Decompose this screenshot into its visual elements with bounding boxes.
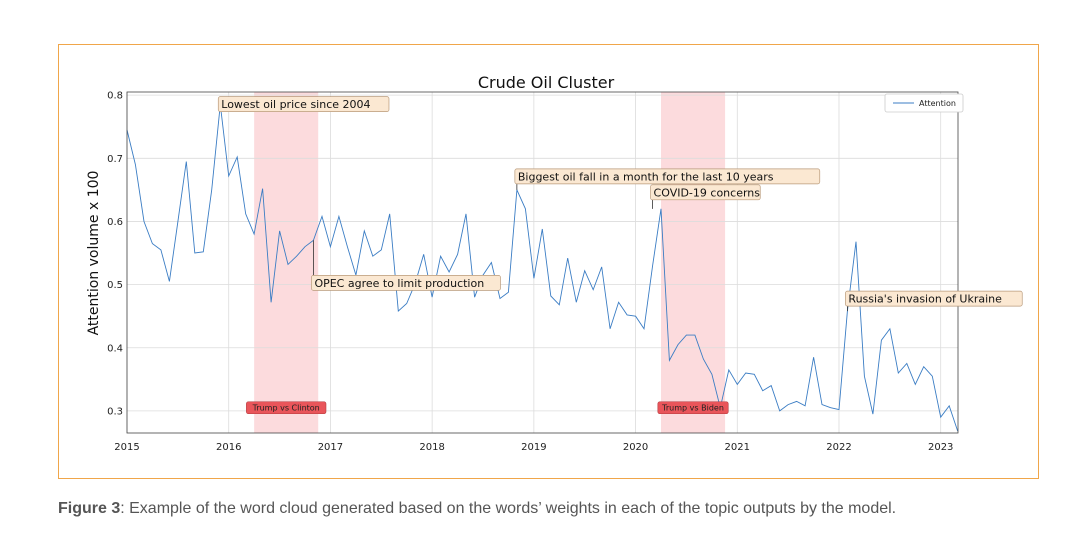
- annotation-label: OPEC agree to limit production: [314, 277, 484, 290]
- x-tick-label: 2015: [114, 442, 139, 453]
- grid-layer: [126, 92, 958, 433]
- x-tick-label: 2020: [623, 442, 648, 453]
- x-tick-label: 2021: [725, 442, 750, 453]
- x-tick-label: 2019: [521, 442, 546, 453]
- annotation-label: COVID-19 concerns: [654, 186, 761, 199]
- annotation-box: [217, 96, 390, 112]
- x-tick-label: 2018: [419, 442, 444, 453]
- annotation-box: [311, 275, 501, 291]
- annotation-layer: Trump vs Clinton Trump vs Biden Lowest oil…: [217, 96, 1023, 415]
- axes-layer: 2015 2016 2017 2018 2019 2020 2021 2022 2023 0.3 0…: [107, 91, 959, 453]
- annotation-box: [514, 168, 821, 185]
- period-badge-label: Trump vs Clinton: [252, 404, 320, 413]
- y-tick-label: 0.8: [107, 91, 123, 102]
- line-chart: 2015 2016 2017 2018 2019 2020 2021 2022 2023 0.3 0…: [86, 73, 1023, 453]
- annotation-label: Biggest oil fall in a month for the last…: [518, 170, 774, 183]
- y-tick-label: 0.7: [107, 154, 123, 165]
- shade-layer: [254, 92, 726, 433]
- plot-frame: [126, 91, 959, 434]
- legend-label: Attention: [919, 99, 956, 108]
- y-tick-label: 0.6: [107, 217, 123, 228]
- series-line: [126, 104, 959, 432]
- y-tick-label: 0.4: [107, 343, 123, 354]
- annotation-box: [845, 290, 1023, 307]
- caption-text: : Example of the word cloud generated ba…: [120, 500, 897, 517]
- x-tick-label: 2022: [826, 442, 851, 453]
- legend-box: [884, 93, 964, 113]
- period-badge: [246, 401, 327, 415]
- caption-label: Figure 3: [58, 500, 121, 517]
- x-tick-label: 2023: [928, 442, 953, 453]
- figure-caption: Figure 3: Example of the word cloud gene…: [58, 500, 1048, 518]
- series-layer: [126, 104, 959, 432]
- period-badge-label: Trump vs Biden: [661, 404, 724, 413]
- shaded-period: [660, 92, 726, 433]
- shaded-period: [254, 92, 319, 433]
- annotation-label: Russia's invasion of Ukraine: [848, 293, 1002, 306]
- y-tick-label: 0.3: [107, 406, 123, 417]
- x-tick-label: 2016: [216, 442, 241, 453]
- period-badge: [657, 401, 729, 415]
- chart-title: Crude Oil Cluster: [478, 73, 615, 92]
- x-tick-label: 2017: [318, 442, 343, 453]
- figure-frame: 2015 2016 2017 2018 2019 2020 2021 2022 2023 0.3 0…: [58, 44, 1039, 479]
- annotation-label: Lowest oil price since 2004: [221, 98, 370, 111]
- annotation-box: [650, 184, 761, 201]
- y-axis-label: Attention volume x 100: [86, 171, 102, 336]
- y-tick-label: 0.5: [107, 280, 123, 291]
- legend: Attention: [884, 93, 964, 113]
